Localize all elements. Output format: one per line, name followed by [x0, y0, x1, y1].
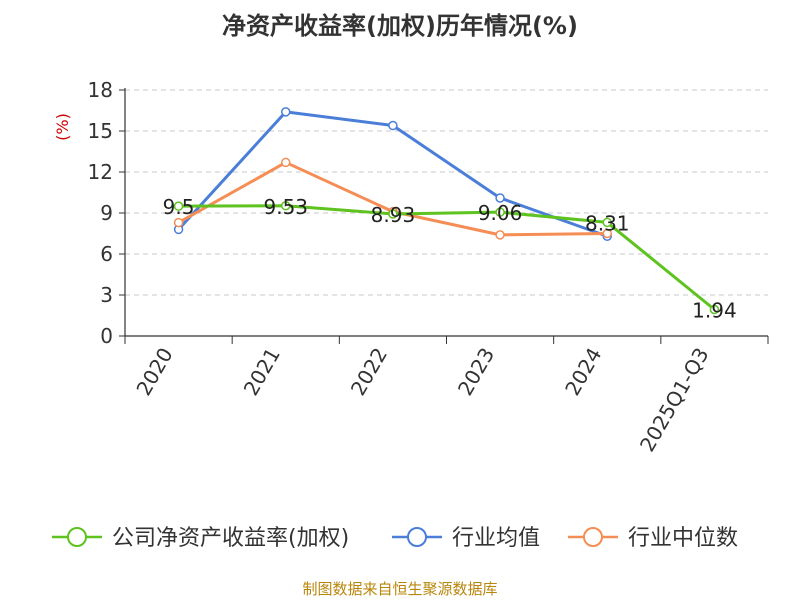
y-axis-label: (%): [53, 113, 72, 141]
legend-label: 行业中位数: [628, 526, 738, 551]
chart-title: 净资产收益率(加权)历年情况(%): [222, 12, 578, 40]
data-point: [495, 230, 505, 240]
legend-label: 公司净资产收益率(加权): [112, 526, 349, 551]
y-tick-label: 18: [88, 78, 113, 102]
data-point: [388, 120, 398, 131]
data-label: 9.06: [478, 201, 523, 225]
data-point: [495, 193, 505, 203]
x-tick-label: 2024: [560, 344, 606, 400]
data-point: [495, 207, 505, 217]
y-tick-label: 12: [88, 160, 113, 184]
data-label: 9.53: [263, 195, 308, 219]
data-label: 9.5: [163, 195, 195, 219]
data-point: [281, 157, 291, 168]
x-tick-label: 2022: [346, 344, 392, 400]
x-tick-label: 2025Q1-Q3: [635, 344, 714, 456]
data-label: 8.93: [371, 203, 416, 227]
data-label: 8.31: [585, 211, 630, 235]
data-point: [173, 217, 184, 228]
legend-marker: [583, 527, 603, 547]
data-label: 1.94: [692, 298, 737, 322]
y-tick-label: 9: [100, 201, 113, 225]
data-point: [388, 209, 398, 219]
x-tick-label: 2020: [131, 344, 177, 400]
y-tick-label: 3: [100, 283, 113, 307]
data-point: [281, 107, 291, 117]
data-point: [602, 228, 612, 239]
legend-marker: [407, 527, 427, 547]
data-point: [173, 201, 184, 211]
y-tick-label: 0: [100, 324, 113, 348]
legend-label: 行业均值: [452, 526, 540, 551]
y-tick-label: 6: [100, 242, 113, 266]
legend-marker: [67, 527, 87, 547]
x-tick-label: 2021: [239, 344, 285, 400]
series-line: [178, 204, 716, 311]
data-point: [281, 201, 291, 211]
data-point: [709, 304, 720, 315]
data-point: [602, 217, 612, 228]
source-footer: 制图数据来自恒生聚源数据库: [302, 580, 498, 598]
y-tick-label: 15: [88, 119, 113, 143]
x-tick-label: 2023: [453, 344, 499, 400]
